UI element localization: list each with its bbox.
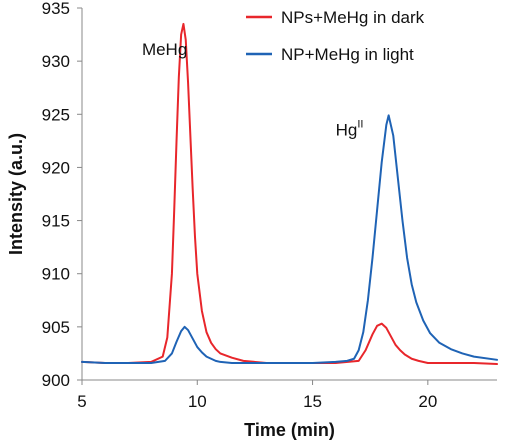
y-tick-label: 930 bbox=[42, 52, 70, 71]
y-tick-label: 900 bbox=[42, 371, 70, 390]
y-tick-label: 910 bbox=[42, 265, 70, 284]
y-axis-title: Intensity (a.u.) bbox=[6, 133, 26, 255]
series-line-light bbox=[81, 114, 498, 364]
x-tick-label: 5 bbox=[77, 392, 86, 411]
x-tick-label: 15 bbox=[303, 392, 322, 411]
annotation-hg-base: Hg bbox=[336, 121, 358, 140]
series-lines bbox=[81, 22, 498, 366]
legend: NPs+MeHg in dark NP+MeHg in light bbox=[246, 8, 425, 64]
y-tick-label: 925 bbox=[42, 105, 70, 124]
x-tick-label: 20 bbox=[418, 392, 437, 411]
y-tick-label: 920 bbox=[42, 158, 70, 177]
y-tick-label: 915 bbox=[42, 212, 70, 231]
tick-labels: 5 10 15 20 900 905 910 915 920 925 930 935 bbox=[42, 0, 438, 411]
x-axis-title: Time (min) bbox=[244, 420, 335, 440]
annotation-mehg: MeHg bbox=[142, 40, 187, 59]
annotations: MeHg HgII bbox=[142, 40, 364, 140]
series-line-dark bbox=[81, 22, 498, 366]
legend-label-dark: NPs+MeHg in dark bbox=[281, 8, 425, 27]
annotation-hg: HgII bbox=[336, 119, 364, 140]
annotation-hg-superscript: II bbox=[357, 119, 363, 131]
legend-label-light: NP+MeHg in light bbox=[281, 45, 414, 64]
y-tick-label: 935 bbox=[42, 0, 70, 18]
x-tick-label: 10 bbox=[188, 392, 207, 411]
y-tick-label: 905 bbox=[42, 318, 70, 337]
